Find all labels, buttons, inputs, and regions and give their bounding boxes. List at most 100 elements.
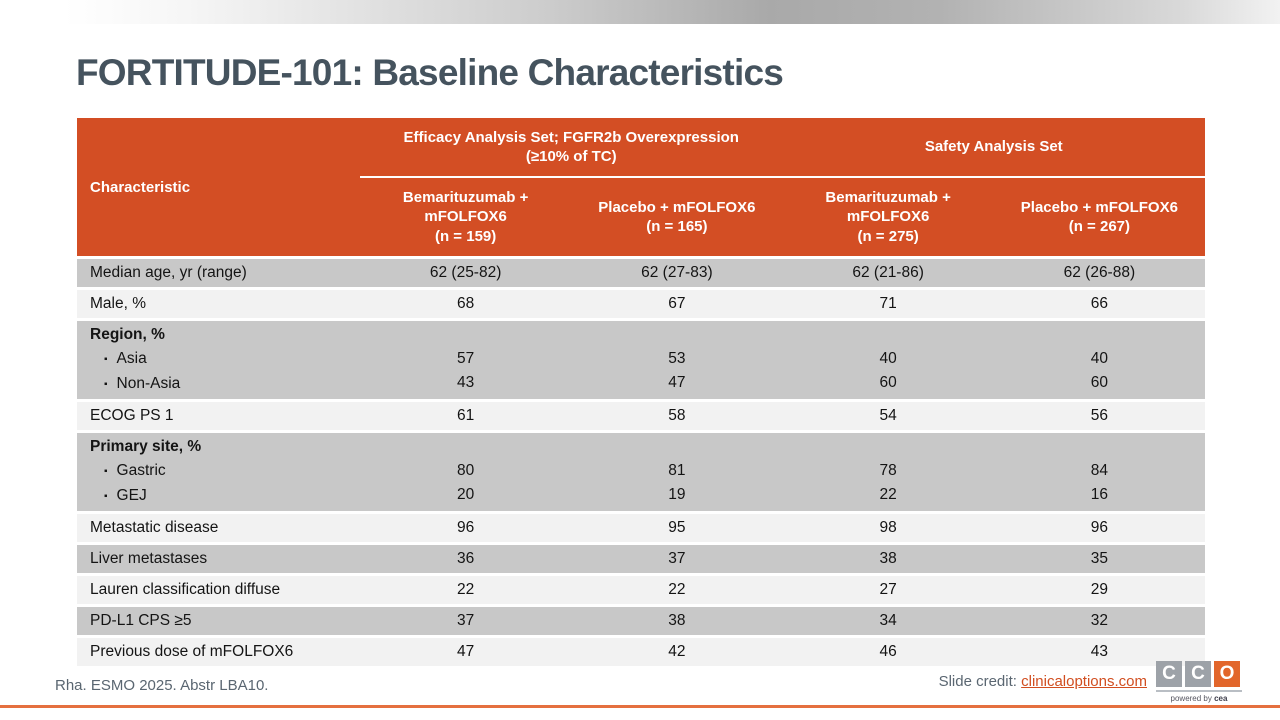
row-value: 81 19 — [571, 430, 783, 513]
logo-letter-c-icon: C — [1156, 661, 1182, 687]
row-value: 46 — [782, 635, 994, 666]
row-value: 98 — [782, 511, 994, 544]
row-value: 43 — [993, 635, 1205, 666]
row-value: 54 — [782, 399, 994, 432]
baseline-characteristics-table: Characteristic Efficacy Analysis Set; FG… — [77, 118, 1205, 666]
table-row: Liver metastases 36 37 38 35 — [77, 542, 1205, 575]
row-value: 38 — [571, 604, 783, 637]
row-value: 38 — [782, 542, 994, 575]
table-row: PD-L1 CPS ≥5 37 38 34 32 — [77, 604, 1205, 637]
bullet-icon: ▪ — [104, 354, 108, 365]
slide-credit: Slide credit: clinicaloptions.com — [939, 673, 1147, 690]
table-row: Previous dose of mFOLFOX6 47 42 46 43 — [77, 635, 1205, 666]
arm-header-line: mFOLFOX6 — [424, 208, 507, 226]
arm-header-n: (n = 159) — [434, 227, 497, 245]
row-value: 62 (27-83) — [571, 256, 783, 289]
row-value: 80 20 — [360, 430, 572, 513]
bullet-icon: ▪ — [104, 379, 108, 390]
row-label: Primary site, % ▪ Gastric ▪ GEJ — [77, 430, 360, 513]
row-value: 40 60 — [782, 318, 994, 401]
table-header: Characteristic Efficacy Analysis Set; FG… — [77, 118, 1205, 258]
row-value: 57 43 — [360, 318, 572, 401]
table-row: Region, % ▪ Asia ▪ Non-Asia 57 43 53 47 40 60 4… — [77, 318, 1205, 401]
bottom-accent-line — [0, 705, 1280, 708]
group-header-line: (≥10% of TC) — [525, 148, 617, 165]
logo-letter-o-icon: O — [1214, 661, 1240, 687]
logo-tagline-brand: cea — [1214, 694, 1228, 703]
row-value: 96 — [360, 511, 572, 544]
arm-header-line: Bemarituzumab + — [402, 188, 529, 206]
row-value: 62 (21-86) — [782, 256, 994, 289]
row-value: 27 — [782, 573, 994, 606]
bullet-icon: ▪ — [104, 466, 108, 477]
row-value: 67 — [571, 287, 783, 320]
top-gradient-bar — [64, 0, 1280, 24]
row-value: 36 — [360, 542, 572, 575]
row-label: ECOG PS 1 — [77, 399, 360, 432]
row-label: Liver metastases — [77, 542, 360, 575]
row-value: 96 — [993, 511, 1205, 544]
row-value: 42 — [571, 635, 783, 666]
row-value: 22 — [360, 573, 572, 606]
row-value: 35 — [993, 542, 1205, 575]
sub-row-label: Asia — [116, 350, 147, 367]
row-value: 62 (25-82) — [360, 256, 572, 289]
arm-header-line: mFOLFOX6 — [846, 208, 930, 226]
row-label: Male, % — [77, 287, 360, 320]
bullet-icon: ▪ — [104, 491, 108, 502]
group-header-row: Characteristic Efficacy Analysis Set; FG… — [77, 118, 1205, 258]
row-label: Previous dose of mFOLFOX6 — [77, 635, 360, 666]
row-value: 68 — [360, 287, 572, 320]
table-row: Male, % 68 67 71 66 — [77, 287, 1205, 320]
row-value: 62 (26-88) — [993, 256, 1205, 289]
group-header-line: Safety Analysis Set — [924, 138, 1063, 156]
cco-logo: C C O powered by cea — [1156, 661, 1242, 703]
row-value: 40 60 — [993, 318, 1205, 401]
row-label: PD-L1 CPS ≥5 — [77, 604, 360, 637]
row-value: 95 — [571, 511, 783, 544]
row-value: 32 — [993, 604, 1205, 637]
row-value: 56 — [993, 399, 1205, 432]
sub-row-label: GEJ — [116, 487, 147, 504]
table-row: Median age, yr (range) 62 (25-82) 62 (27-8… — [77, 256, 1205, 289]
arm-header-line: Placebo + mFOLFOX6 — [1020, 198, 1178, 216]
row-value: 71 — [782, 287, 994, 320]
row-label: Median age, yr (range) — [77, 256, 360, 289]
arm-header-n: (n = 267) — [1068, 218, 1131, 235]
table-row: Primary site, % ▪ Gastric ▪ GEJ 80 20 81 19 78… — [77, 430, 1205, 513]
row-label: Lauren classification diffuse — [77, 573, 360, 606]
reference-footnote: Rha. ESMO 2025. Abstr LBA10. — [55, 677, 269, 694]
arm-header-n: (n = 165) — [646, 218, 708, 235]
slide-credit-label: Slide credit: — [938, 673, 1022, 690]
logo-tagline: powered by cea — [1156, 690, 1242, 703]
column-header-bema-safety: Bemarituzumab + mFOLFOX6 (n = 275) — [782, 177, 994, 258]
table-row: ECOG PS 1 61 58 54 56 — [77, 399, 1205, 432]
table-body: Median age, yr (range) 62 (25-82) 62 (27-8… — [77, 256, 1205, 666]
logo-letter-c-icon: C — [1185, 661, 1211, 687]
arm-header-line: Placebo + mFOLFOX6 — [598, 198, 756, 216]
row-value: 47 — [360, 635, 572, 666]
sub-row-label: Non-Asia — [116, 375, 181, 392]
row-label: Region, % ▪ Asia ▪ Non-Asia — [77, 318, 360, 401]
column-header-bema-efficacy: Bemarituzumab + mFOLFOX6 (n = 159) — [360, 177, 572, 258]
row-value: 29 — [993, 573, 1205, 606]
row-label: Metastatic disease — [77, 511, 360, 544]
group-header-efficacy: Efficacy Analysis Set; FGFR2b Overexpres… — [360, 118, 783, 178]
slide-credit-link[interactable]: clinicaloptions.com — [1021, 673, 1147, 690]
sub-row-label: Gastric — [116, 462, 166, 479]
row-value: 84 16 — [993, 430, 1205, 513]
row-value: 53 47 — [571, 318, 783, 401]
column-header-placebo-efficacy: Placebo + mFOLFOX6 (n = 165) — [571, 177, 783, 258]
row-value: 37 — [571, 542, 783, 575]
row-value: 37 — [360, 604, 572, 637]
group-header-line: Efficacy Analysis Set; FGFR2b Overexpres… — [403, 128, 739, 146]
arm-header-row: Bemarituzumab + mFOLFOX6 (n = 159) Place… — [77, 177, 1205, 258]
column-header-placebo-safety: Placebo + mFOLFOX6 (n = 267) — [993, 177, 1205, 258]
row-value: 66 — [993, 287, 1205, 320]
column-header-characteristic: Characteristic — [77, 118, 360, 258]
arm-header-line: Bemarituzumab + — [825, 188, 951, 206]
row-value: 61 — [360, 399, 572, 432]
page-title: FORTITUDE-101: Baseline Characteristics — [76, 52, 784, 93]
row-value: 58 — [571, 399, 783, 432]
